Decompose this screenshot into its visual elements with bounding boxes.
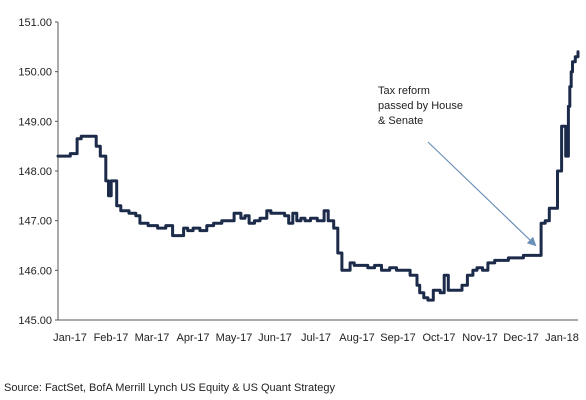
x-tick-label: Dec-17 xyxy=(503,332,538,344)
y-tick-label: 149.00 xyxy=(18,116,52,128)
y-tick-label: 148.00 xyxy=(18,166,52,178)
annotation-line-1: Tax reform xyxy=(378,85,430,97)
series-line xyxy=(56,50,580,302)
x-tick-label: Jul-17 xyxy=(301,332,331,344)
annotation-line-3: & Senate xyxy=(378,115,423,127)
axes xyxy=(57,22,578,321)
y-tick-label: 150.00 xyxy=(18,67,52,79)
x-tick-label: Sep-17 xyxy=(380,332,415,344)
x-tick-label: May-17 xyxy=(216,332,253,344)
source-note: Source: FactSet, BofA Merrill Lynch US E… xyxy=(4,382,335,394)
y-tick-label: 151.00 xyxy=(18,17,52,29)
annotation-line-2: passed by House xyxy=(378,100,463,112)
x-tick-label: Jan-17 xyxy=(53,332,87,344)
x-tick-label: Jan-18 xyxy=(545,332,579,344)
y-tick-label: 146.00 xyxy=(18,265,52,277)
annotation: Tax reform passed by House & Senate xyxy=(378,85,537,247)
y-tick-label: 145.00 xyxy=(18,315,52,327)
y-tick-label: 147.00 xyxy=(18,216,52,228)
x-tick-label: Aug-17 xyxy=(339,332,374,344)
x-tick-label: Feb-17 xyxy=(94,332,129,344)
x-tick-label: Jun-17 xyxy=(258,332,292,344)
y-tick-labels: 151.00 150.00 149.00 148.00 147.00 146.00 145.… xyxy=(18,17,58,327)
x-tick-label: Apr-17 xyxy=(176,332,209,344)
x-tick-label: Nov-17 xyxy=(462,332,497,344)
annotation-arrow xyxy=(427,141,537,247)
line-chart: 151.00 150.00 149.00 148.00 147.00 146.00 145.… xyxy=(18,17,580,344)
x-tick-label: Mar-17 xyxy=(135,332,170,344)
x-tick-labels: Jan-17 Feb-17 Mar-17 Apr-17 May-17 Jun-17 Jul-… xyxy=(53,332,579,344)
x-tick-label: Oct-17 xyxy=(422,332,455,344)
